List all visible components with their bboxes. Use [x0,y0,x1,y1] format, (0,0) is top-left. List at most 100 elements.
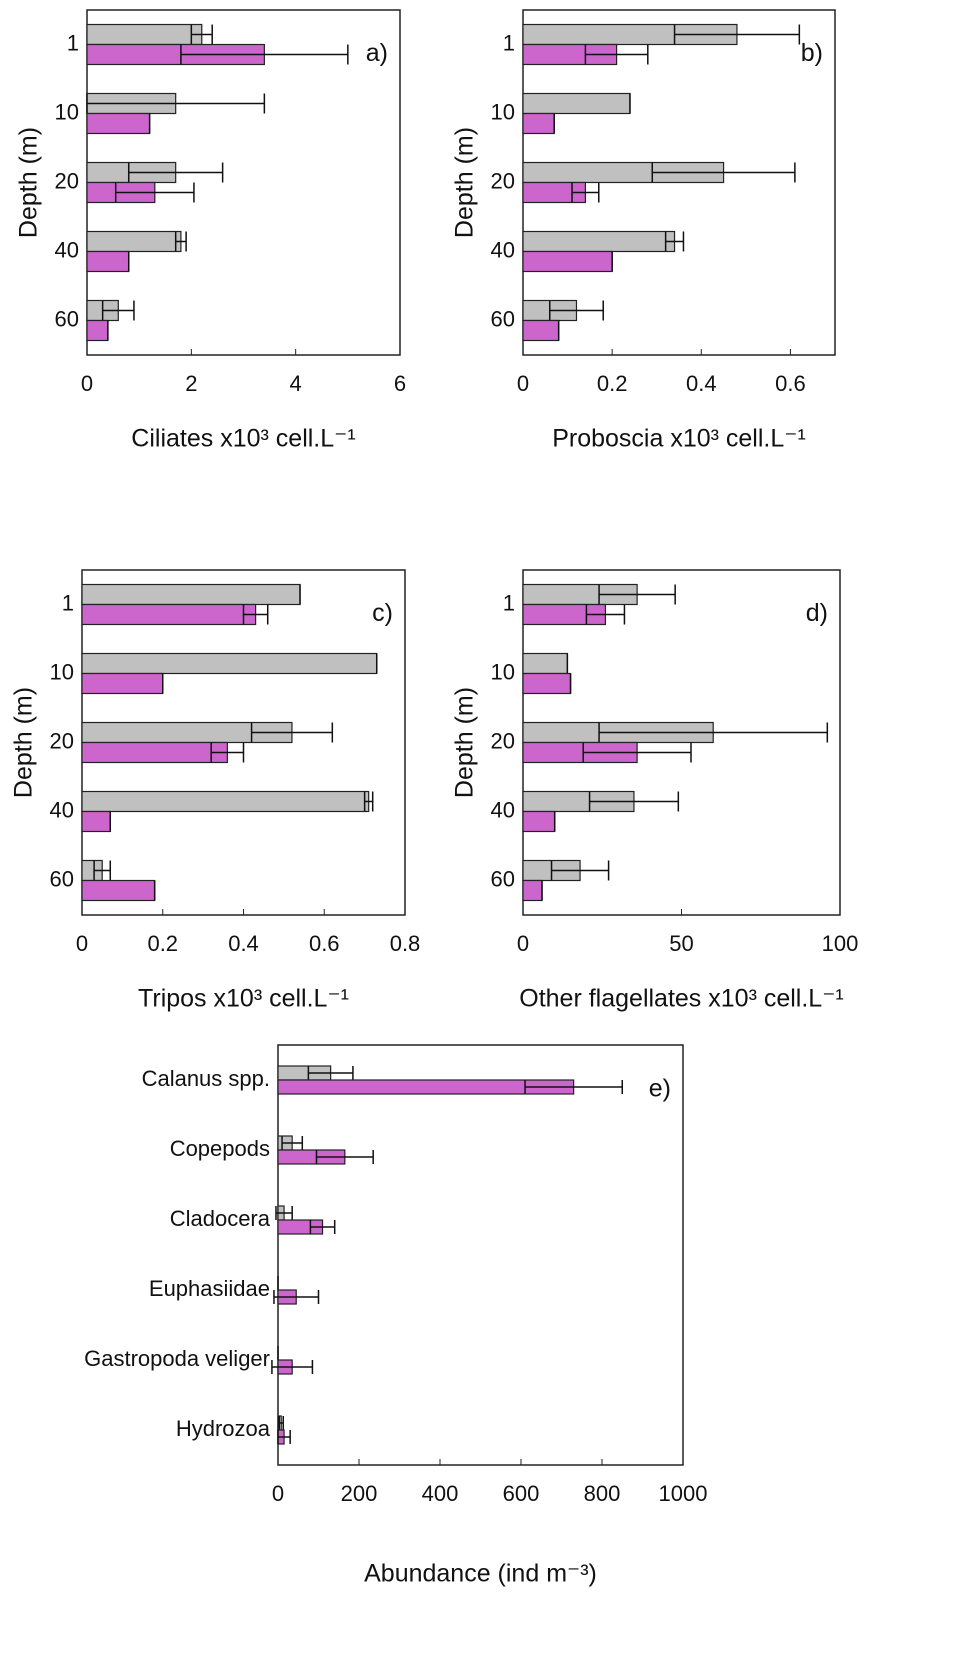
bar [86,319,109,342]
error-bar [651,162,796,183]
x-tick-label: 200 [341,1481,378,1506]
y-tick-label: 10 [55,99,79,124]
error-bar [250,722,334,743]
bar [522,879,543,902]
error-bar [180,44,349,65]
x-tick-label: 50 [669,931,693,956]
y-tick-label: 60 [491,866,515,891]
bar [86,230,182,253]
bar [86,23,203,46]
x-axis-label: Other flagellates x10³ cell.L⁻¹ [519,985,843,1013]
error-bar [548,300,604,321]
y-tick-label: Hydrozoa [176,1416,271,1441]
error-bar [307,1066,354,1080]
bar [81,583,301,606]
y-tick-label: 10 [491,659,515,684]
panel-label: a) [366,39,388,67]
error-bar [271,1360,314,1374]
y-tick-label: 1 [503,30,515,55]
bar [522,230,676,253]
x-tick-label: 0.2 [597,371,628,396]
y-tick-label: 60 [50,866,74,891]
error-bar [571,182,600,203]
y-tick-label: 1 [62,590,74,615]
bar [81,741,228,764]
x-axis-label: Proboscia x10³ cell.L⁻¹ [552,425,806,453]
y-tick-label: Copepods [170,1136,270,1161]
bar [522,672,572,695]
bar [81,652,378,675]
axes-frame [277,1044,684,1466]
x-tick-label: 6 [394,371,406,396]
y-tick-label: 1 [503,590,515,615]
panel-label: d) [806,599,828,627]
y-tick-label: 1 [67,30,79,55]
bar [81,790,370,813]
x-axis-label: Tripos x10³ cell.L⁻¹ [138,985,349,1013]
error-bar [278,1416,285,1430]
bar [81,810,111,833]
x-axis-label: Ciliates x10³ cell.L⁻¹ [131,425,355,453]
x-tick-label: 0 [517,371,529,396]
error-bar [93,860,112,881]
x-tick-label: 800 [584,1481,621,1506]
panel-label: c) [372,599,393,627]
y-axis-label: Depth (m) [451,127,479,238]
error-bar [585,604,626,625]
error-bar [277,1430,291,1444]
x-tick-label: 0.6 [775,371,806,396]
x-tick-label: 0 [76,931,88,956]
error-bar [127,162,224,183]
x-tick-label: 0 [81,371,93,396]
panel-label: e) [649,1075,671,1103]
error-bar [114,182,195,203]
error-bar [584,44,649,65]
y-tick-label: Cladocera [170,1206,271,1231]
error-bar [588,791,680,812]
bar [86,112,151,135]
x-tick-label: 0 [272,1481,284,1506]
error-bar [309,1220,336,1234]
y-tick-label: 60 [55,306,79,331]
error-bar [664,231,685,252]
bar [522,92,631,115]
x-axis-label: Abundance (ind m⁻³) [364,1560,597,1588]
bar [522,112,555,135]
bar [81,672,164,695]
x-tick-label: 400 [422,1481,459,1506]
y-axis-label: Depth (m) [451,687,479,798]
error-bar [315,1150,374,1164]
y-tick-label: Euphasiidae [149,1276,270,1301]
error-bar [598,584,676,605]
x-tick-label: 100 [822,931,859,956]
error-bar [673,24,801,45]
y-tick-label: 10 [50,659,74,684]
bar [522,250,613,273]
x-tick-label: 0.8 [390,931,421,956]
y-tick-label: Gastropoda veliger [84,1346,270,1371]
error-bar [242,604,269,625]
y-tick-label: 20 [55,168,79,193]
y-tick-label: 40 [491,797,515,822]
bar [522,652,568,675]
y-tick-label: 10 [491,99,515,124]
error-bar [598,722,829,743]
x-tick-label: 0.6 [309,931,340,956]
error-bar [210,742,245,763]
x-tick-label: 1000 [659,1481,708,1506]
x-tick-label: 4 [290,371,302,396]
error-bar [550,860,610,881]
error-bar [190,24,213,45]
y-tick-label: 40 [50,797,74,822]
error-bar [281,1136,304,1150]
error-bar [363,791,374,812]
error-bar [86,93,266,114]
y-tick-label: 20 [491,168,515,193]
y-axis-label: Depth (m) [15,127,43,238]
y-tick-label: 20 [50,728,74,753]
panel-label: b) [801,39,823,67]
y-tick-label: 60 [491,306,515,331]
error-bar [582,742,692,763]
x-tick-label: 0 [517,931,529,956]
